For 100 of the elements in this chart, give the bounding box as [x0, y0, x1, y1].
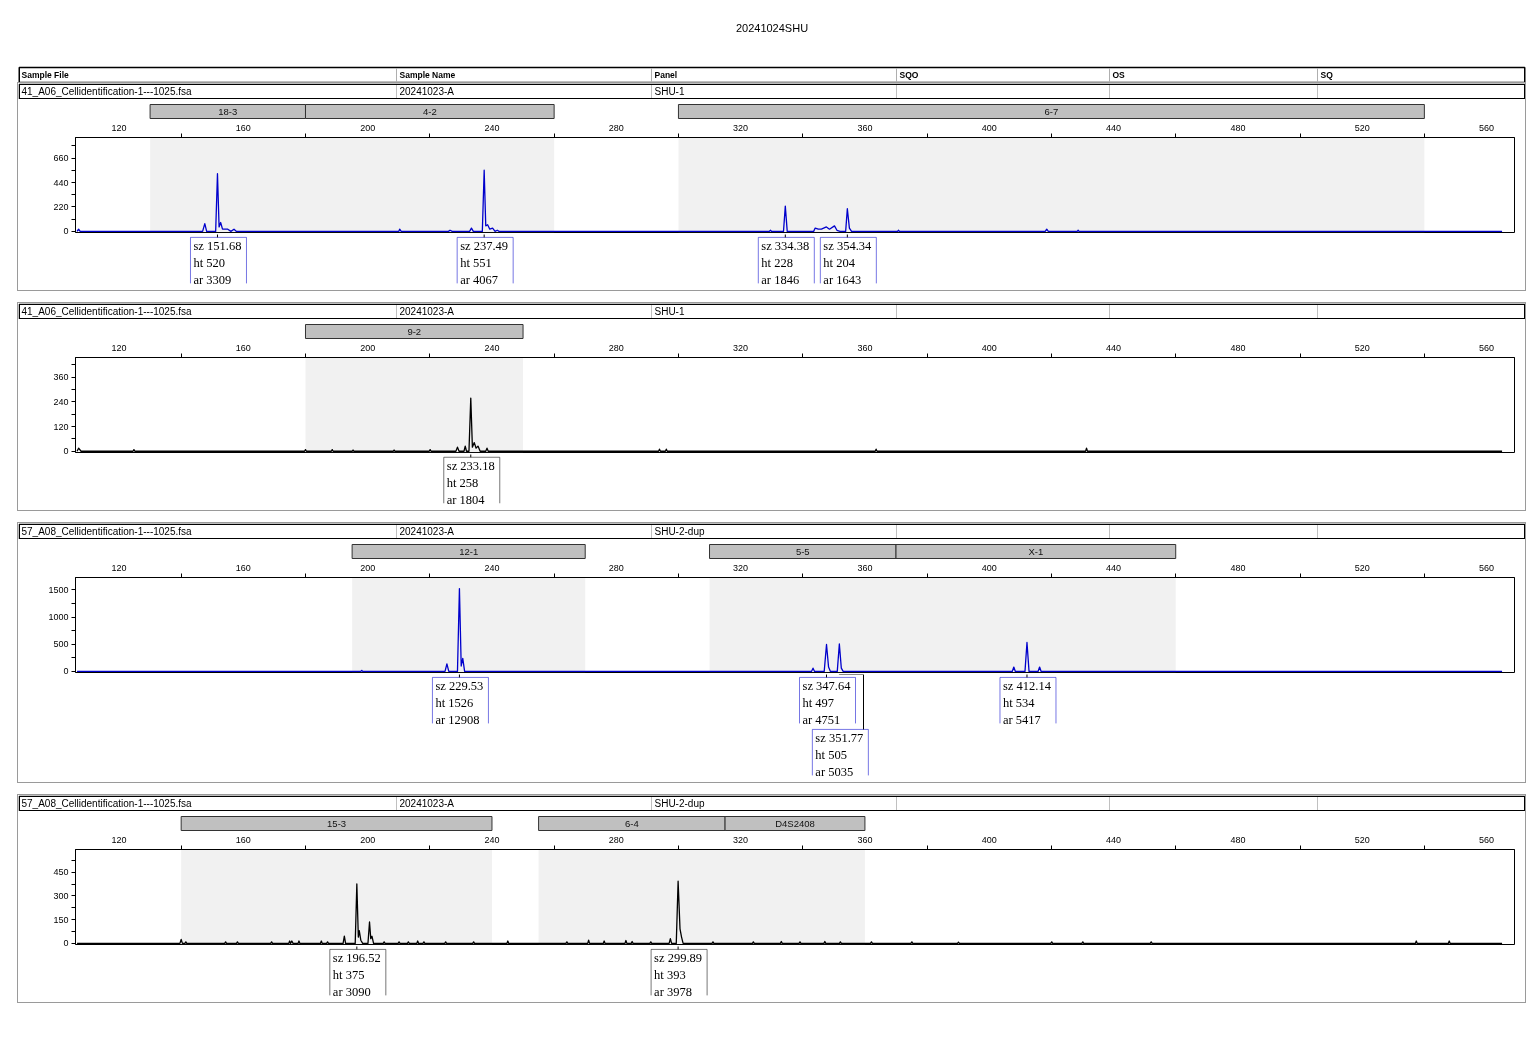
- annotation: sz 151.68 ht 520 ar 3309: [193, 239, 242, 287]
- band-label: 9-2: [407, 325, 422, 337]
- x-tick-label: 360: [857, 342, 873, 353]
- x-tick-label: 560: [1479, 342, 1495, 353]
- y-tick-label: 360: [53, 372, 69, 383]
- annotation: sz 299.89 ht 393 ar 3978: [654, 951, 703, 999]
- x-tick-label: 560: [1479, 562, 1495, 573]
- text: 41_A06_Cellidentification-1---1025.fsa: [21, 85, 193, 97]
- x-tick-label: 240: [484, 562, 500, 573]
- x-tick-label: 240: [484, 122, 500, 133]
- band-label: X-1: [1028, 546, 1044, 557]
- text: OS: [1112, 70, 1126, 80]
- x-tick-label: 400: [981, 834, 997, 845]
- annotation: sz 351.77 ht 505 ar 5035: [815, 731, 864, 780]
- annotation: sz 233.18 ht 258 ar 1804: [446, 459, 495, 507]
- x-tick-label: 320: [733, 122, 749, 133]
- x-tick-label: 200: [360, 342, 376, 353]
- x-tick-label: 400: [981, 342, 997, 353]
- text: 57_A08_Cellidentification-1---1025.fsa: [21, 525, 193, 537]
- text: SQ: [1320, 70, 1334, 80]
- y-tick-label: 440: [53, 177, 69, 188]
- x-tick-label: 360: [857, 834, 873, 845]
- text: 20241024SHU: [735, 21, 809, 34]
- x-tick-label: 320: [733, 342, 749, 353]
- x-tick-label: 480: [1230, 562, 1246, 573]
- annotation: sz 196.52 ht 375 ar 3090: [332, 951, 381, 999]
- text: 20241023-A: [399, 525, 455, 537]
- text: SHU-1: [654, 85, 685, 97]
- x-tick-label: 480: [1230, 122, 1246, 133]
- x-tick-label: 560: [1479, 122, 1495, 133]
- x-tick-label: 160: [235, 122, 251, 133]
- x-tick-label: 240: [484, 834, 500, 845]
- x-tick-label: 200: [360, 122, 376, 133]
- x-tick-label: 120: [111, 834, 127, 845]
- band-label: 4-2: [422, 105, 437, 117]
- x-tick-label: 200: [360, 562, 376, 573]
- y-tick-label: 1000: [48, 612, 69, 623]
- y-tick-label: 0: [63, 226, 69, 237]
- y-tick-label: 120: [53, 421, 69, 432]
- x-tick-label: 440: [1106, 122, 1122, 133]
- text: Sample Name: [399, 70, 456, 80]
- y-tick-label: 450: [53, 867, 69, 878]
- band-label: D4S2408: [775, 818, 815, 829]
- y-tick-label: 1500: [48, 584, 69, 595]
- x-tick-label: 360: [857, 562, 873, 573]
- annotation: sz 237.49 ht 551 ar 4067: [460, 239, 509, 287]
- x-tick-label: 440: [1106, 342, 1122, 353]
- annotation: sz 412.14 ht 534 ar 5417: [1002, 679, 1052, 728]
- y-tick-label: 300: [53, 890, 69, 901]
- band-label: 6-7: [1044, 105, 1059, 117]
- text: SQO: [899, 70, 919, 80]
- annotation: sz 229.53 ht 1526 ar 12908: [435, 679, 484, 728]
- x-tick-label: 480: [1230, 834, 1246, 845]
- x-tick-label: 240: [484, 342, 500, 353]
- y-tick-label: 0: [63, 446, 69, 457]
- x-tick-label: 440: [1106, 834, 1122, 845]
- x-tick-label: 440: [1106, 562, 1122, 573]
- x-tick-label: 160: [235, 342, 251, 353]
- text: Sample File: [21, 70, 70, 80]
- x-tick-label: 520: [1354, 562, 1370, 573]
- annotation: sz 334.38 ht 228 ar 1846: [761, 239, 810, 287]
- x-tick-label: 520: [1354, 834, 1370, 845]
- band-label: 18-3: [218, 105, 238, 117]
- x-tick-label: 400: [981, 122, 997, 133]
- band-label: 15-3: [327, 817, 347, 829]
- text: 41_A06_Cellidentification-1---1025.fsa: [21, 305, 193, 317]
- x-tick-label: 320: [733, 834, 749, 845]
- text: SHU-2-dup: [654, 525, 705, 537]
- band-label: 5-5: [795, 545, 810, 557]
- x-tick-label: 480: [1230, 342, 1246, 353]
- x-tick-label: 200: [360, 834, 376, 845]
- text: Panel: [654, 70, 678, 80]
- text: SHU-1: [654, 305, 685, 317]
- x-tick-label: 120: [111, 122, 127, 133]
- x-tick-label: 160: [235, 562, 251, 573]
- x-tick-label: 120: [111, 562, 127, 573]
- x-tick-label: 520: [1354, 122, 1370, 133]
- x-tick-label: 400: [981, 562, 997, 573]
- y-tick-label: 240: [53, 396, 69, 407]
- band-label: 12-1: [459, 545, 479, 557]
- x-tick-label: 280: [608, 342, 624, 353]
- y-tick-label: 660: [53, 153, 69, 164]
- x-tick-label: 280: [608, 562, 624, 573]
- x-tick-label: 560: [1479, 834, 1495, 845]
- text: 20241023-A: [399, 797, 455, 809]
- band-label: 6-4: [624, 817, 639, 829]
- text: SHU-2-dup: [654, 797, 705, 809]
- text: 20241023-A: [399, 305, 455, 317]
- annotation: sz 354.34 ht 204 ar 1643: [823, 239, 872, 287]
- x-tick-label: 320: [733, 562, 749, 573]
- text: 20241023-A: [399, 85, 455, 97]
- y-tick-label: 0: [63, 938, 69, 949]
- y-tick-label: 150: [53, 914, 69, 925]
- y-tick-label: 0: [63, 666, 69, 677]
- x-tick-label: 360: [857, 122, 873, 133]
- x-tick-label: 280: [608, 834, 624, 845]
- text: 57_A08_Cellidentification-1---1025.fsa: [21, 797, 193, 809]
- y-tick-label: 500: [53, 639, 69, 650]
- y-tick-label: 220: [53, 201, 69, 212]
- x-tick-label: 120: [111, 342, 127, 353]
